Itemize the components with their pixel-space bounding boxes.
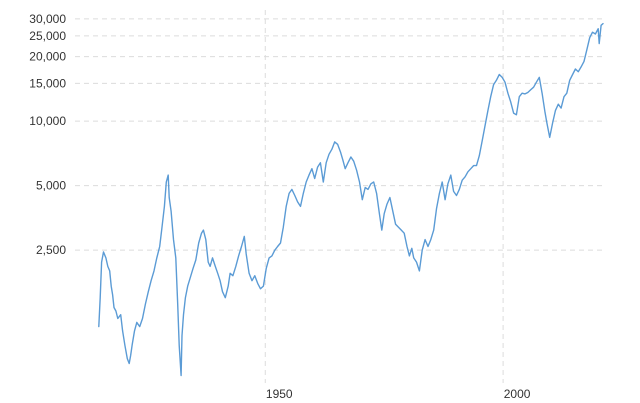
y-tick-label: 20,000 — [29, 50, 66, 64]
y-tick-label: 5,000 — [36, 179, 66, 193]
y-tick-label: 10,000 — [29, 114, 66, 128]
series — [98, 22, 604, 377]
tick-labels: 2,500 5,000 10,000 15,000 20,000 25,000 30,000… — [29, 12, 530, 401]
y-tick-label: 2,500 — [36, 243, 66, 257]
grid — [75, 10, 603, 383]
y-tick-label: 25,000 — [29, 29, 66, 43]
y-tick-label: 30,000 — [29, 12, 66, 26]
series-line — [98, 22, 604, 377]
y-tick-label: 15,000 — [29, 76, 66, 90]
x-tick-label: 2000 — [504, 387, 531, 401]
x-tick-label: 1950 — [266, 387, 293, 401]
